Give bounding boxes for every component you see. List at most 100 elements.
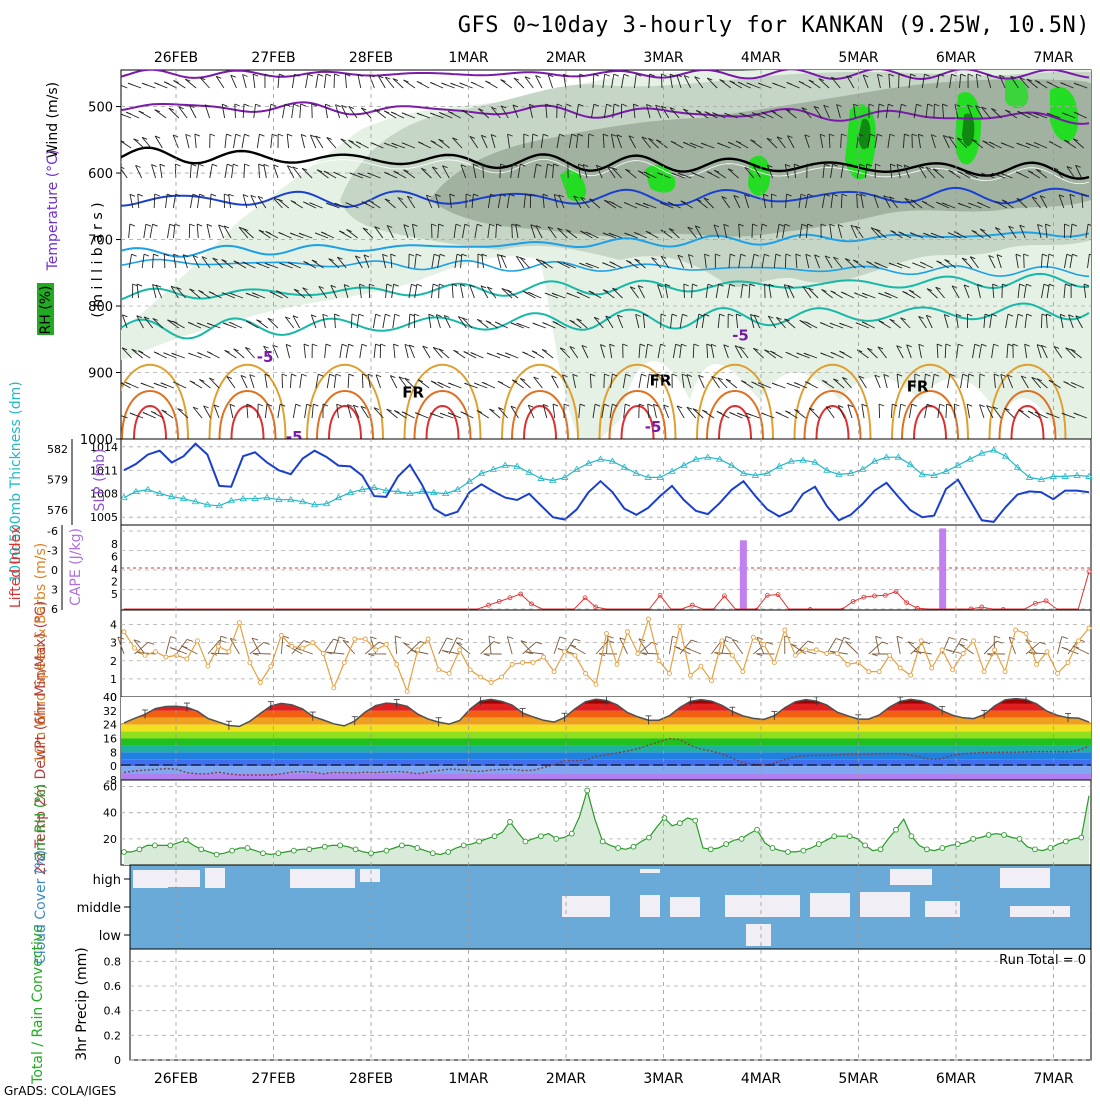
cloud-clear-block xyxy=(640,895,660,917)
wind10-marker xyxy=(563,650,567,654)
cloud-clear-block xyxy=(925,901,960,917)
cloud-level-label: high xyxy=(93,873,121,888)
wind10-marker xyxy=(132,646,136,650)
cloud-clear-block xyxy=(1010,906,1070,917)
rh2m-marker xyxy=(245,846,250,851)
lifted-index-ylabel: Lifted Index xyxy=(8,526,24,608)
wind10-marker xyxy=(384,642,388,646)
lifted-tick-label: 0 xyxy=(51,564,58,577)
wind10-marker xyxy=(762,642,766,646)
temp-band xyxy=(121,718,1091,725)
rh2m-marker xyxy=(508,819,513,824)
wind10-marker xyxy=(1087,626,1091,630)
rh2m-marker xyxy=(1048,846,1053,851)
wind10-tick-label: 2 xyxy=(110,655,117,668)
precip-tick-label: 0.6 xyxy=(104,980,122,993)
precip-tick-label: 0.2 xyxy=(104,1029,122,1042)
cloud-clear-block xyxy=(746,924,771,946)
cape-tick-label: 6 xyxy=(111,551,118,564)
date-label-bottom: 28FEB xyxy=(349,1071,393,1087)
wind10-marker xyxy=(185,657,189,661)
upper-wind-barb xyxy=(431,224,432,238)
rh2m-marker xyxy=(770,846,775,851)
temp-band xyxy=(121,725,1091,732)
precip-tick-label: 0 xyxy=(114,1054,121,1067)
wind10-marker xyxy=(531,661,535,665)
upper-wind-barb-feather xyxy=(114,413,119,415)
rh2m-marker xyxy=(183,838,188,843)
upper-wind-barb xyxy=(512,224,513,238)
rh2m-marker xyxy=(137,847,142,852)
rh2m-marker xyxy=(585,788,590,793)
rh2m-marker xyxy=(291,848,296,853)
rh2m-marker xyxy=(631,844,636,849)
wind10-tick-label: 4 xyxy=(110,619,117,632)
rh2m-marker xyxy=(538,834,543,839)
wind10-marker xyxy=(426,637,430,641)
precip-tick-label: 0.8 xyxy=(104,955,122,968)
slp-panel-frame xyxy=(121,439,1091,525)
rh2m-marker xyxy=(924,847,929,852)
precip-axis: 00.20.40.60.8 xyxy=(104,955,122,1067)
slp-ylabel: SLP (mb) xyxy=(92,448,108,511)
precip-ylabel-left: Total / Rain Convective xyxy=(30,924,46,1085)
upper-wind-barb xyxy=(954,404,955,418)
lifted-tick-label: -6 xyxy=(47,525,58,538)
wind10-marker xyxy=(1056,671,1060,675)
wind10-marker xyxy=(311,641,315,645)
rh2m-marker xyxy=(214,852,219,857)
rh2m-marker xyxy=(986,833,991,838)
rh2m-marker xyxy=(847,834,852,839)
wind10-marker xyxy=(625,630,629,634)
wind10-marker xyxy=(772,661,776,665)
date-label-top: 26FEB xyxy=(154,50,198,66)
rh2m-marker xyxy=(523,839,528,844)
temp-band xyxy=(121,732,1091,739)
wind10-marker xyxy=(846,662,850,666)
rh2m-ylabel: 2m RH (%) xyxy=(33,784,49,860)
wind10-marker xyxy=(510,662,514,666)
upper-wind-barb xyxy=(588,134,589,148)
wind10-marker xyxy=(605,632,609,636)
wind10-marker xyxy=(353,637,357,641)
rh2m-marker xyxy=(816,842,821,847)
rh2m-marker xyxy=(801,848,806,853)
wind10-marker xyxy=(636,652,640,656)
wind10-tick-label: 3 xyxy=(110,637,117,650)
wind10-marker xyxy=(867,670,871,674)
rh2m-marker xyxy=(122,850,127,855)
rh2m-marker xyxy=(400,843,405,848)
temp-band xyxy=(121,752,1091,759)
wind10-marker xyxy=(573,653,577,657)
wind10-marker xyxy=(489,681,493,685)
cape-ylabel: CAPE (J/kg) xyxy=(68,528,84,606)
cloud-clear-block xyxy=(360,869,380,882)
wind10-marker xyxy=(709,679,713,683)
rh2m-marker xyxy=(677,821,682,826)
cloud-clear-block xyxy=(640,869,660,873)
rh2m-marker xyxy=(1033,847,1038,852)
rh2m-marker xyxy=(863,843,868,848)
rh2m-marker xyxy=(832,834,837,839)
wind10-marker xyxy=(164,655,168,659)
upper-wind-barb xyxy=(580,74,581,88)
wind10-marker xyxy=(174,653,178,657)
wind10-marker xyxy=(479,675,483,679)
wind10-marker xyxy=(961,652,965,656)
upper-ylabel-wind: Wind (m/s) xyxy=(45,82,61,158)
contour-label: FR xyxy=(650,371,672,389)
rh2m-marker xyxy=(353,847,358,852)
cape-bar xyxy=(939,528,946,610)
thickness-tick-label: 576 xyxy=(47,504,68,517)
cape-tick-label: 2 xyxy=(111,576,118,589)
wind10-marker xyxy=(437,668,441,672)
rh2m-marker xyxy=(662,816,667,821)
wind10-marker xyxy=(720,639,724,643)
wind10-marker xyxy=(258,681,262,685)
rh2m-marker xyxy=(338,843,343,848)
pressure-tick-label: 500 xyxy=(88,101,113,116)
wind10-marker xyxy=(804,648,808,652)
temp-band xyxy=(121,745,1091,752)
